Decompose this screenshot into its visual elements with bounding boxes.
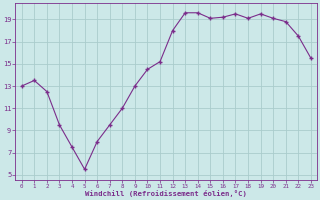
X-axis label: Windchill (Refroidissement éolien,°C): Windchill (Refroidissement éolien,°C) — [85, 190, 247, 197]
